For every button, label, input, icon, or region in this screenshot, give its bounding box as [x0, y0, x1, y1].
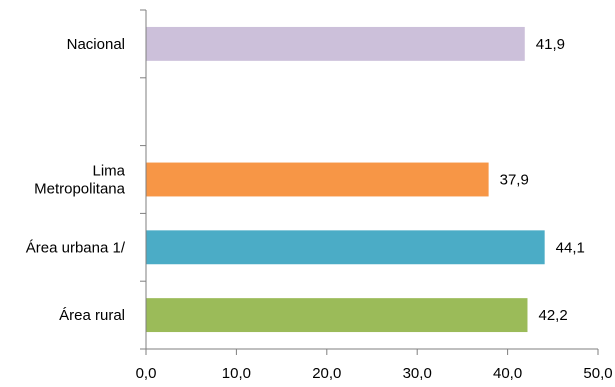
value-label-3: 44,1: [556, 239, 585, 256]
value-label-4: 42,2: [538, 307, 567, 324]
value-label-0: 41,9: [536, 36, 565, 53]
bar-3: [146, 230, 545, 265]
x-tick-label-0: 0,0: [136, 365, 157, 382]
value-label-2: 37,9: [500, 172, 529, 189]
category-label-0: Nacional: [67, 36, 125, 53]
bars: [146, 26, 545, 333]
bar-2: [146, 162, 489, 197]
category-label-3: Área urbana 1/: [26, 239, 126, 256]
category-label-4-line-0: Área rural: [59, 307, 125, 324]
x-tick-label-5: 50,0: [583, 365, 612, 382]
category-label-2-line-1: Metropolitana: [34, 181, 126, 198]
category-label-3-line-0: Área urbana 1/: [26, 239, 126, 256]
bar-4: [146, 298, 528, 333]
category-label-2-line-0: Lima: [92, 163, 125, 180]
x-tick-label-3: 30,0: [403, 365, 432, 382]
x-tick-label-1: 10,0: [222, 365, 251, 382]
x-tick-label-2: 20,0: [312, 365, 341, 382]
x-tick-label-4: 40,0: [493, 365, 522, 382]
labels: 41,9 Nacional 37,9 Lima Metropolitana 44,1 Áre…: [26, 36, 613, 382]
bar-0: [146, 26, 525, 61]
category-label-4: Área rural: [59, 307, 125, 324]
axes: [140, 9, 599, 355]
category-label-2: Lima Metropolitana: [34, 163, 126, 198]
category-label-0-line-0: Nacional: [67, 36, 125, 53]
